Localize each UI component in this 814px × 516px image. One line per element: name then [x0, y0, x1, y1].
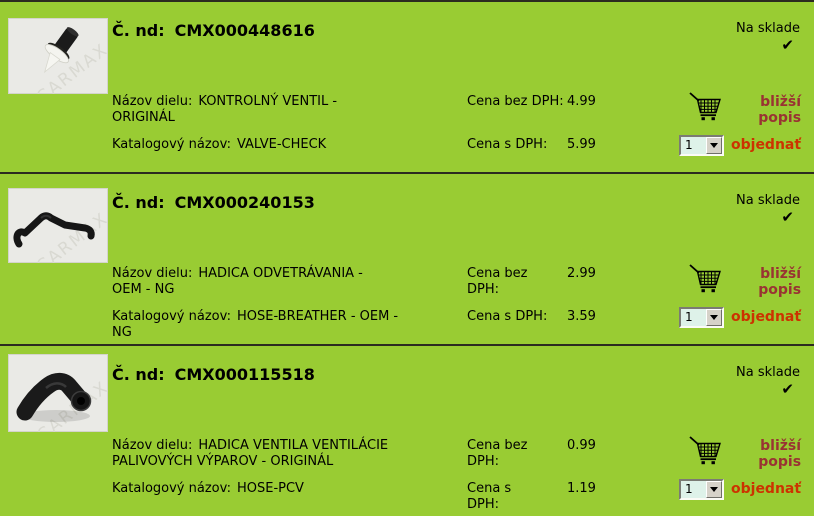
price-incl-vat-label: Cena s DPH:	[467, 481, 512, 512]
price-excl-vat-value: 4.99	[567, 94, 596, 109]
part-name-label: Názov dielu:	[112, 438, 193, 453]
catalog-name-label: Katalogový názov:	[112, 309, 231, 324]
order-link[interactable]: objednať	[731, 481, 802, 497]
price-excl-vat-label: Cena bez DPH:	[467, 438, 528, 469]
quantity-select[interactable]: 1	[679, 307, 724, 328]
breather-hose-image: CARMAX	[13, 209, 108, 263]
catalog-name: Katalogový názov: VALVE-CHECK	[112, 137, 326, 153]
catalog-name-value: VALVE-CHECK	[236, 137, 327, 152]
catalog-name-value: HOSE-PCV	[236, 481, 304, 496]
price-excl-vat-label: Cena bez DPH:	[467, 266, 528, 297]
pcv-hose-image: CARMAX	[16, 372, 108, 432]
in-stock-check-icon: ✔	[781, 36, 794, 54]
part-name-value: HADICA VENTILA VENTILÁCIE PALIVOVÝCH VÝP…	[112, 438, 389, 469]
part-number-label: Č. nd:	[112, 193, 165, 212]
stock-status: Na sklade ✔	[736, 365, 800, 397]
part-number-label: Č. nd:	[112, 365, 165, 384]
catalog-name-value: HOSE-BREATHER - OEM - NG	[112, 309, 399, 340]
stock-label: Na sklade	[736, 193, 800, 208]
part-name-label: Názov dielu:	[112, 94, 193, 109]
cart-icon[interactable]	[688, 90, 722, 121]
part-name-value: HADICA ODVETRÁVANIA - OEM - NG	[112, 266, 363, 297]
part-name-label: Názov dielu:	[112, 266, 193, 281]
price-incl-vat-value: 3.59	[567, 309, 596, 324]
product-row: CARMAX Č. nd: CMX000448616 Na sklade ✔ Ná…	[0, 0, 814, 172]
svg-text:CARMAX: CARMAX	[33, 40, 108, 94]
dropdown-arrow-icon[interactable]	[706, 481, 722, 498]
price-excl-vat-value: 2.99	[567, 266, 596, 281]
price-excl-vat-value: 0.99	[567, 438, 596, 453]
more-info-link[interactable]: bližší popis	[758, 266, 802, 298]
part-name: Názov dielu: HADICA VENTILA VENTILÁCIE PA…	[112, 438, 424, 470]
price-excl-vat-label: Cena bez DPH:	[467, 94, 564, 109]
more-info-link[interactable]: bližší popis	[758, 438, 802, 470]
product-photo[interactable]: CARMAX	[8, 18, 108, 94]
in-stock-check-icon: ✔	[781, 380, 794, 398]
product-photo[interactable]: CARMAX	[8, 354, 108, 432]
part-number: Č. nd: CMX000240153	[112, 193, 315, 212]
price-incl-vat-label: Cena s DPH:	[467, 137, 548, 152]
catalog-name: Katalogový názov: HOSE-BREATHER - OEM - N…	[112, 309, 402, 341]
quantity-select[interactable]: 1	[679, 479, 724, 500]
part-number-value: CMX000115518	[174, 365, 315, 384]
quantity-value: 1	[685, 138, 693, 152]
product-row: CARMAX Č. nd: CMX000115518 Na sklade ✔ Ná…	[0, 344, 814, 516]
part-number: Č. nd: CMX000448616	[112, 21, 315, 40]
quantity-value: 1	[685, 310, 693, 324]
part-name-value: KONTROLNÝ VENTIL - ORIGINÁL	[112, 94, 338, 125]
catalog-name: Katalogový názov: HOSE-PCV	[112, 481, 304, 497]
cart-icon[interactable]	[688, 434, 722, 465]
catalog-name-label: Katalogový názov:	[112, 481, 231, 496]
price-incl-vat-value: 1.19	[567, 481, 596, 496]
part-number-value: CMX000448616	[174, 21, 315, 40]
catalog-name-label: Katalogový názov:	[112, 137, 231, 152]
quantity-value: 1	[685, 482, 693, 496]
product-row: CARMAX Č. nd: CMX000240153 Na sklade ✔ Ná…	[0, 172, 814, 344]
quantity-select[interactable]: 1	[679, 135, 724, 156]
check-valve-image: CARMAX	[33, 27, 108, 94]
dropdown-arrow-icon[interactable]	[706, 137, 722, 154]
order-link[interactable]: objednať	[731, 309, 802, 325]
stock-status: Na sklade ✔	[736, 21, 800, 53]
order-link[interactable]: objednať	[731, 137, 802, 153]
price-incl-vat-value: 5.99	[567, 137, 596, 152]
part-number-label: Č. nd:	[112, 21, 165, 40]
part-number-value: CMX000240153	[174, 193, 315, 212]
stock-label: Na sklade	[736, 21, 800, 36]
part-name: Názov dielu: HADICA ODVETRÁVANIA - OEM - …	[112, 266, 392, 298]
part-number: Č. nd: CMX000115518	[112, 365, 315, 384]
more-info-link[interactable]: bližší popis	[758, 94, 802, 126]
stock-status: Na sklade ✔	[736, 193, 800, 225]
product-photo[interactable]: CARMAX	[8, 188, 108, 263]
dropdown-arrow-icon[interactable]	[706, 309, 722, 326]
cart-icon[interactable]	[688, 262, 722, 293]
price-incl-vat-label: Cena s DPH:	[467, 309, 548, 324]
in-stock-check-icon: ✔	[781, 208, 794, 226]
part-name: Názov dielu: KONTROLNÝ VENTIL - ORIGINÁL	[112, 94, 362, 126]
stock-label: Na sklade	[736, 365, 800, 380]
